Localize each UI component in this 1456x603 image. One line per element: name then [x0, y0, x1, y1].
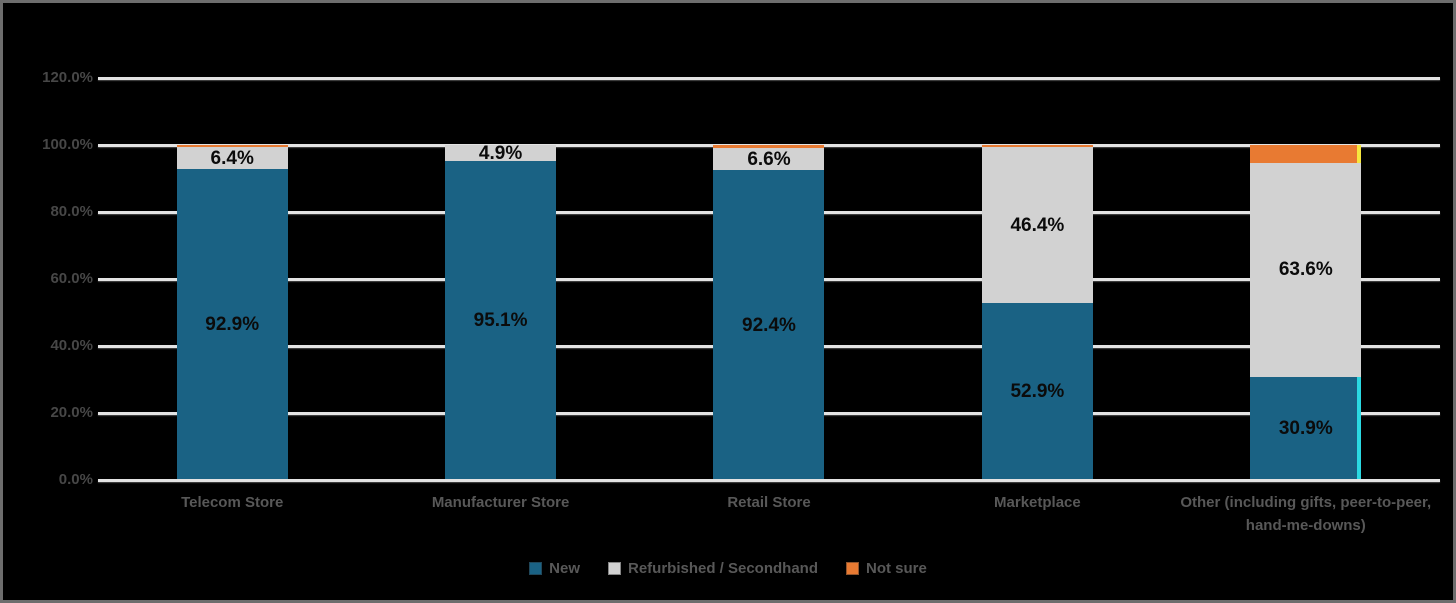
bar-segment-not-sure	[981, 145, 1093, 148]
category-label: Other (including gifts, peer-to-peer, ha…	[1180, 494, 1432, 534]
bar-segment-not-sure	[1250, 145, 1362, 164]
bar-segment-refurbished-secondhand: 6.4%	[176, 147, 288, 169]
y-axis-tick-label: 120.0%	[42, 69, 93, 86]
bar-column: 52.9% 46.4%	[903, 145, 1171, 480]
legend-swatch	[846, 562, 860, 575]
legend-swatch	[607, 562, 621, 575]
y-axis-tick-label: 100.0%	[42, 136, 93, 153]
data-label: 46.4%	[1010, 214, 1065, 236]
bar-column: 30.9% 63.6%	[1172, 145, 1440, 480]
data-label: 92.4%	[742, 314, 796, 336]
y-axis-tick-label: 0.0%	[58, 471, 93, 488]
y-axis-tick-label: 40.0%	[50, 337, 93, 354]
data-label: 92.9%	[205, 313, 260, 335]
category-label: Telecom Store	[181, 494, 284, 511]
bar-segment-not-sure	[713, 145, 825, 149]
bar-segment-new: 92.9%	[176, 168, 288, 480]
data-label: 6.4%	[210, 147, 254, 169]
bar-column: 95.1% 4.9%	[366, 142, 634, 480]
legend-swatch	[529, 562, 543, 575]
bar-segment-refurbished-secondhand: 6.6%	[713, 148, 825, 171]
plot-area: 92.9% 6.4% 95.1% 4.9% 92.4% 6.6% 52.9% 46.4% 30.…	[98, 76, 1440, 482]
bar-segment-refurbished-secondhand: 63.6%	[1250, 163, 1362, 377]
data-label: 4.9%	[478, 142, 523, 164]
gridline	[98, 478, 1440, 482]
legend-item-refurbished-secondhand: Refurbished / Secondhand	[607, 560, 819, 577]
bar-column: 92.4% 6.6%	[635, 145, 903, 480]
category-label: Retail Store	[727, 494, 811, 511]
gridline	[98, 76, 1440, 80]
y-axis-tick-label: 80.0%	[50, 203, 93, 220]
bar-column: 92.9% 6.4%	[98, 145, 366, 480]
x-axis-labels: Telecom Store Manufacturer Store Retail St…	[98, 492, 1440, 552]
bar-segment-refurbished-secondhand: 4.9%	[445, 142, 557, 164]
y-axis: 0.0% 20.0% 40.0% 60.0% 80.0% 100.0% 120.0%	[11, 69, 93, 488]
bar-segment-refurbished-secondhand: 46.4%	[981, 147, 1093, 303]
legend: New Refurbished / Secondhand Not sure	[3, 560, 1453, 577]
y-axis-tick-label: 60.0%	[50, 270, 93, 287]
data-label: 95.1%	[473, 310, 528, 332]
legend-label: Not sure	[866, 560, 927, 577]
bar-segment-new: 52.9%	[981, 302, 1093, 480]
data-label: 52.9%	[1010, 380, 1065, 402]
legend-item-new: New	[529, 560, 580, 577]
bar-segment-new: 92.4%	[713, 170, 825, 480]
legend-item-not-sure: Not sure	[846, 560, 927, 577]
legend-label: New	[549, 560, 580, 577]
data-label: 63.6%	[1278, 259, 1333, 281]
bar-segment-new: 95.1%	[445, 161, 557, 480]
data-label: 6.6%	[747, 148, 791, 170]
bar-segment-not-sure	[176, 145, 288, 148]
gridline	[98, 143, 1440, 147]
legend-label: Refurbished / Secondhand	[627, 560, 819, 577]
category-label: Marketplace	[994, 494, 1081, 511]
category-label: Manufacturer Store	[431, 494, 570, 511]
bar-segment-new: 30.9%	[1250, 376, 1362, 480]
y-axis-tick-label: 20.0%	[50, 404, 93, 421]
data-label: 30.9%	[1278, 417, 1333, 439]
